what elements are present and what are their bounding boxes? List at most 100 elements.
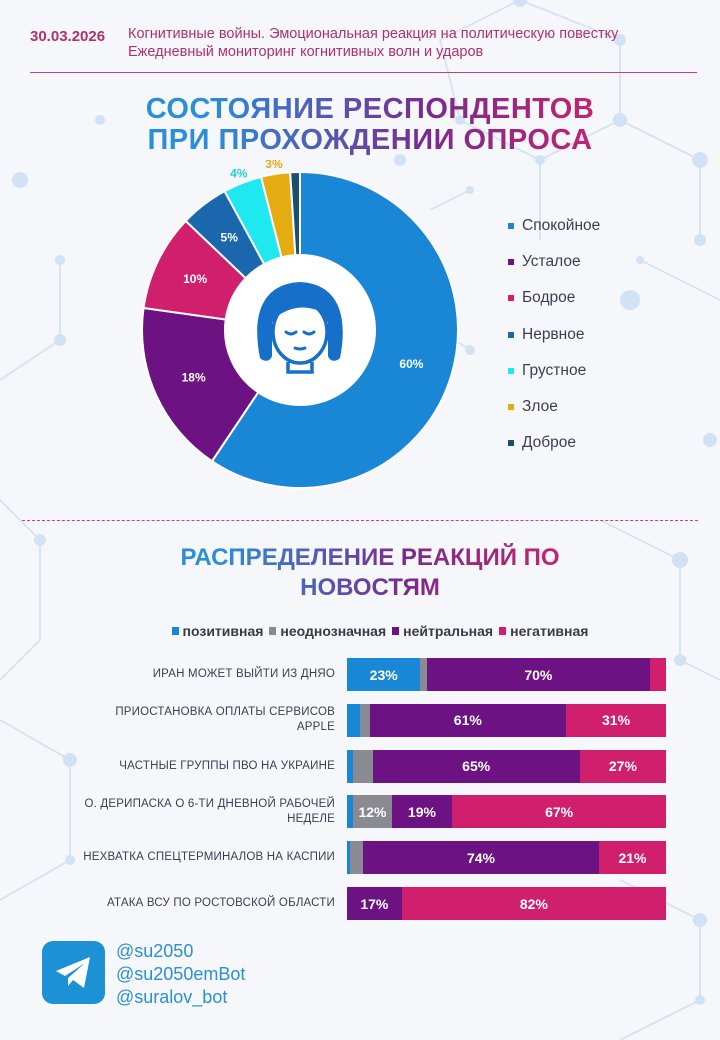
bar-legend-item: негативная [499,623,588,639]
bar-legend: позитивная неоднозначная нейтральная негати… [0,623,720,639]
bar-row-label-line: О. ДЕРИПАСКА О 6-ТИ ДНЕВНОЙ РАБОЧЕЙ [84,797,335,810]
bar-row-label-line: НЕДЕЛЕ [287,812,335,825]
header-divider [30,72,697,73]
bar-title-line1: РАСПРЕДЕЛЕНИЕ РЕАКЦИЙ ПО [180,544,560,571]
bar-title-line2: НОВОСТЯМ [300,574,440,601]
legend-swatch [508,404,514,411]
legend-label: Доброе [522,434,577,452]
bar-chart-title: РАСПРЕДЕЛЕНИЕ РЕАКЦИЙ ПО НОВОСТЯМ [0,543,720,603]
section-divider [22,520,698,521]
bar-segment [347,795,354,829]
legend-label: Грустное [522,361,587,379]
bar-segment: 70% [426,658,651,691]
legend-item: Бодрое [508,280,600,316]
bar-row-label: О. ДЕРИПАСКА О 6-ТИ ДНЕВНОЙ РАБОЧЕЙ НЕДЕЛ… [25,797,335,827]
report-subtitle: Когнитивные войны. Эмоциональная реакция… [128,25,618,61]
telegram-icon[interactable] [42,941,105,1004]
donut-title-line1: СОСТОЯНИЕ РЕСПОНДЕНТОВ [145,93,595,125]
stacked-bar: 65% 27% [347,749,666,783]
stacked-bar: 23% 70% [347,658,666,691]
bar-row-label: ПРИОСТАНОВКА ОПЛАТЫ СЕРВИСОВ APPLE [25,705,335,735]
bar-segment: 67% [452,795,666,829]
bar-legend-swatch [171,627,179,635]
bar-legend-item: неоднозначная [269,623,386,639]
bar-segment: 17% [347,887,402,920]
legend-swatch [508,259,514,266]
bar-legend-label: неоднозначная [280,623,387,639]
bar-segment [347,749,354,783]
bar-segment: 19% [391,795,453,829]
bar-segment: 23% [347,658,421,691]
respondent-state-donut-chart: 60% 18% 10% 5% 4% 3% [141,160,459,489]
legend-swatch [508,367,514,374]
legend-item: Доброе [508,425,600,461]
donut-chart-title: СОСТОЯНИЕ РЕСПОНДЕНТОВ ПРИ ПРОХОЖДЕНИИ О… [0,94,720,156]
donut-legend: Спокойное Усталое Бодрое Нервное Грустное Зло… [508,208,600,461]
donut-title-line2: ПРИ ПРОХОЖДЕНИИ ОПРОСА [147,124,593,156]
report-subtitle-line1: Когнитивные войны. Эмоциональная реакция… [128,26,619,42]
bar-segment: 82% [401,887,666,920]
legend-label: Нервное [522,325,585,343]
bar-legend-item: позитивная [171,623,263,639]
bar-segment [359,703,370,737]
bar-row-label-line: АТАКА ВСУ ПО РОСТОВСКОЙ ОБЛАСТИ [107,897,335,909]
bar-legend-swatch [269,627,277,635]
bar-row-label-line: НЕХВАТКА СПЕЦТЕРМИНАЛОВ НА КАСПИИ [83,851,335,864]
handle-link[interactable]: @su2050emBot [116,964,246,984]
bar-row-label: ИРАН МОЖЕТ ВЫЙТИ ИЗ ДНЯО [25,667,335,682]
handle-link[interactable]: @suralov_bot [116,987,228,1007]
legend-label: Усталое [522,253,581,271]
bar-segment: 31% [566,703,666,737]
legend-label: Бодрое [522,289,576,307]
bar-row-label: НЕХВАТКА СПЕЦТЕРМИНАЛОВ НА КАСПИИ [25,850,335,865]
legend-label: Злое [522,398,558,416]
report-subtitle-line2: Ежедневный мониторинг когнитивных волн и… [128,44,484,60]
bar-legend-swatch [499,627,507,635]
donut-slice [210,170,459,489]
legend-item: Злое [508,389,600,425]
legend-item: Нервное [508,317,600,353]
bar-segment [347,703,360,737]
bar-legend-label: нейтральная [403,623,494,639]
report-date: 30.03.2026 [30,28,106,45]
bar-segment [650,658,666,691]
bar-row-label-line: APPLE [296,721,335,734]
bar-segment: 74% [362,841,599,875]
donut-slice-label: 18% [182,370,206,384]
bar-segment: 27% [579,749,666,783]
handle-link[interactable]: @su2050 [116,941,194,961]
stacked-bar: 74% 21% [347,841,666,875]
telegram-handles: @su2050 @su2050emBot @suralov_bot [116,940,245,1009]
stacked-bar: 12% 19% 67% [347,795,666,829]
bar-segment: 61% [369,703,567,737]
legend-item: Спокойное [508,208,600,244]
legend-label: Спокойное [522,217,601,235]
stacked-bar: 17% 82% [347,887,666,920]
bar-segment [353,749,373,783]
bar-segment [420,658,427,691]
legend-swatch [508,440,514,447]
donut-slice-label: 5% [221,230,239,244]
bar-legend-swatch [392,627,400,635]
stacked-bar: 61% 31% [347,703,666,737]
bar-row-label-line: ПРИОСТАНОВКА ОПЛАТЫ СЕРВИСОВ [115,706,335,719]
donut-slice-label: 4% [230,167,248,181]
bar-row-label-line: ИРАН МОЖЕТ ВЫЙТИ ИЗ ДНЯО [152,668,335,680]
donut-slice-label: 3% [265,160,283,171]
legend-item: Усталое [508,244,600,280]
bar-segment: 65% [372,749,580,783]
bar-row-label: ЧАСТНЫЕ ГРУППЫ ПВО НА УКРАИНЕ [25,759,335,774]
bar-segment [350,841,363,875]
legend-swatch [508,223,514,230]
woman-face-icon [257,282,343,374]
bar-row-label-line: ЧАСТНЫЕ ГРУППЫ ПВО НА УКРАИНЕ [119,759,335,772]
bar-row-label: АТАКА ВСУ ПО РОСТОВСКОЙ ОБЛАСТИ [25,896,335,911]
bar-legend-label: негативная [510,623,589,639]
bar-segment: 21% [598,841,666,875]
legend-swatch [508,331,514,338]
bar-legend-item: нейтральная [392,623,493,639]
bar-segment: 12% [353,795,392,829]
legend-swatch [508,295,514,302]
donut-slice-label: 60% [399,357,423,371]
bar-segment [347,841,351,875]
